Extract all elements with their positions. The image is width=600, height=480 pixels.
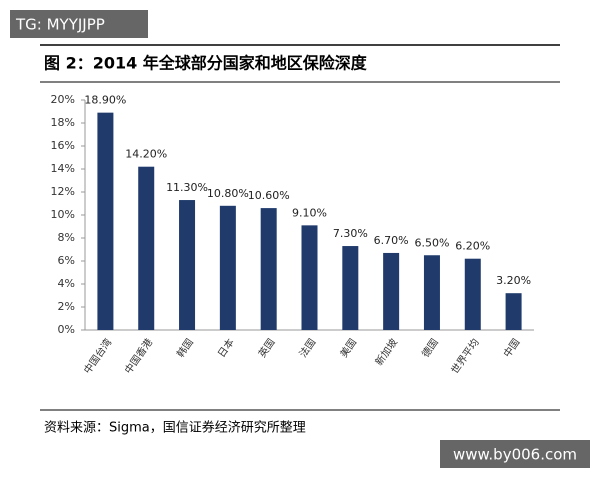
y-tick-label: 16% <box>51 139 75 152</box>
y-tick-label: 20% <box>51 93 75 106</box>
watermark: TG: MYYJJPP <box>15 16 105 34</box>
watermark-box <box>10 10 148 38</box>
bar <box>219 205 236 330</box>
value-label: 7.30% <box>333 227 368 240</box>
y-tick-label: 14% <box>51 162 75 175</box>
x-tick-label: 英国 <box>255 336 277 360</box>
bar <box>505 293 522 330</box>
value-label: 9.10% <box>292 206 327 219</box>
x-tick-label: 法国 <box>296 336 318 360</box>
value-label: 6.70% <box>374 234 409 247</box>
value-label: 11.30% <box>166 181 208 194</box>
source: 资料来源：Sigma，国信证券经济研究所整理 <box>44 420 306 436</box>
value-label: 10.60% <box>248 189 290 202</box>
y-tick-label: 8% <box>58 231 75 244</box>
y-tick-label: 6% <box>58 254 75 267</box>
value-label: 3.20% <box>496 274 531 287</box>
x-tick-label: 中国 <box>500 336 522 360</box>
y-tick-label: 2% <box>58 300 75 313</box>
bar <box>97 112 114 331</box>
value-label: 6.20% <box>455 240 490 253</box>
value-label: 18.90% <box>84 94 126 107</box>
y-tick-label: 4% <box>58 277 75 290</box>
x-tick-label: 世界平均 <box>449 337 482 377</box>
bar <box>342 246 359 330</box>
bar <box>383 252 400 330</box>
x-tick-label: 中国香港 <box>122 336 156 376</box>
y-tick-label: 18% <box>51 116 75 129</box>
x-tick-label: 新加坡 <box>372 336 400 368</box>
x-tick-label: 美国 <box>337 336 359 360</box>
bar <box>301 225 318 330</box>
bar <box>423 255 440 330</box>
chart-title: 图 2：2014 年全球部分国家和地区保险深度 <box>44 54 368 73</box>
x-tick-label: 日本 <box>215 336 237 360</box>
y-tick-label: 12% <box>51 185 75 198</box>
bar <box>464 258 481 330</box>
value-label: 6.50% <box>414 236 449 249</box>
watermark: www.by006.com <box>453 446 577 464</box>
bar <box>138 166 155 330</box>
value-label: 10.80% <box>207 187 249 200</box>
x-tick-label: 韩国 <box>174 336 196 360</box>
watermark-box <box>440 440 590 468</box>
y-tick-label: 0% <box>58 323 75 336</box>
value-label: 14.20% <box>125 148 167 161</box>
x-tick-label: 德国 <box>419 336 441 360</box>
bar <box>179 200 196 330</box>
x-tick-label: 中国台湾 <box>81 336 115 376</box>
y-tick-label: 10% <box>51 208 75 221</box>
bar <box>260 208 277 330</box>
